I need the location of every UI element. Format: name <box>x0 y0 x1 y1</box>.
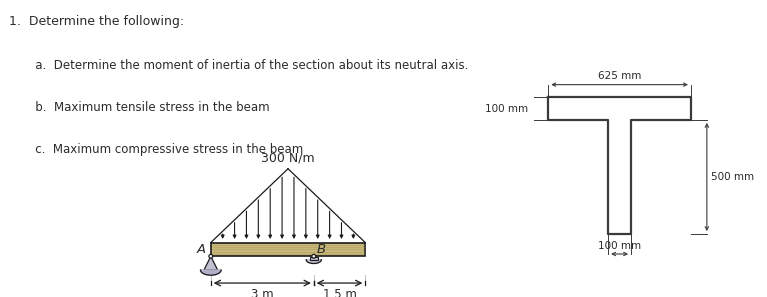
Text: 3 m: 3 m <box>251 288 274 297</box>
Text: A: A <box>196 243 206 256</box>
Text: a.  Determine the moment of inertia of the section about its neutral axis.: a. Determine the moment of inertia of th… <box>9 59 469 72</box>
Circle shape <box>209 255 212 258</box>
Text: 1.  Determine the following:: 1. Determine the following: <box>9 15 184 28</box>
Text: b.  Maximum tensile stress in the beam: b. Maximum tensile stress in the beam <box>9 101 270 114</box>
Text: 1.5 m: 1.5 m <box>323 288 357 297</box>
Polygon shape <box>306 260 321 263</box>
Text: 500 mm: 500 mm <box>711 172 754 182</box>
Text: 100 mm: 100 mm <box>486 104 528 113</box>
Polygon shape <box>200 270 221 275</box>
Text: 100 mm: 100 mm <box>598 241 641 251</box>
Bar <box>310 257 318 260</box>
Polygon shape <box>204 256 218 270</box>
Text: B: B <box>317 243 326 256</box>
Circle shape <box>312 255 316 258</box>
Text: c.  Maximum compressive stress in the beam: c. Maximum compressive stress in the bea… <box>9 143 304 156</box>
Text: 625 mm: 625 mm <box>598 71 641 81</box>
Bar <box>211 243 365 256</box>
Text: 300 N/m: 300 N/m <box>262 152 314 165</box>
